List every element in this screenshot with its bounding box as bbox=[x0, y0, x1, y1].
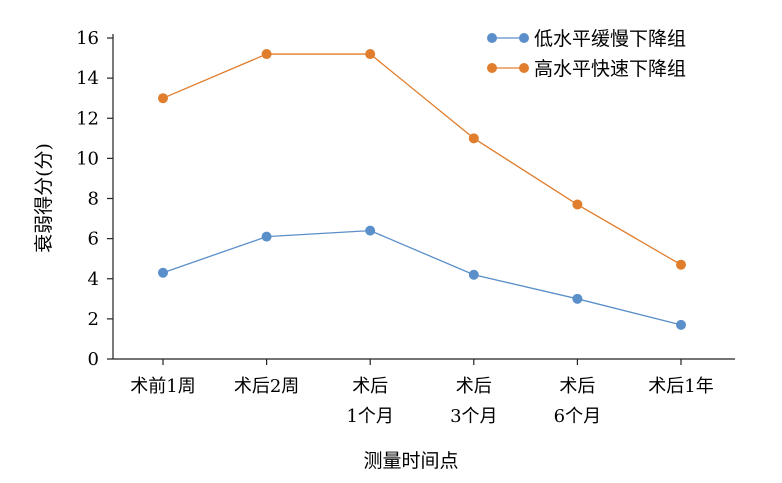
y-axis-title: 衰弱得分(分) bbox=[33, 143, 55, 253]
x-axis-title: 测量时间点 bbox=[363, 450, 458, 472]
x-tick-label: 1个月 bbox=[346, 406, 393, 427]
series-line bbox=[162, 229, 682, 326]
series-layer bbox=[158, 49, 686, 330]
data-point bbox=[468, 269, 479, 280]
y-tick-label: 14 bbox=[76, 68, 99, 89]
x-tick-label: 术后 bbox=[352, 376, 388, 397]
data-point bbox=[572, 199, 583, 210]
legend-item-2: 高水平快速下降组 bbox=[487, 58, 686, 80]
x-tick-label: 术后 bbox=[559, 376, 595, 397]
series-1 bbox=[158, 225, 686, 330]
data-point bbox=[261, 231, 272, 242]
legend-marker bbox=[487, 33, 497, 43]
data-point bbox=[676, 259, 686, 270]
x-tick-label: 术后 bbox=[456, 376, 492, 397]
legend-label: 高水平快速下降组 bbox=[534, 58, 686, 80]
x-tick-label: 6个月 bbox=[554, 406, 601, 427]
y-tick-label: 12 bbox=[76, 108, 99, 129]
x-tick-label: 术后1年 bbox=[648, 376, 713, 397]
legend-marker bbox=[487, 63, 497, 73]
data-point bbox=[365, 225, 376, 236]
data-point bbox=[676, 319, 686, 330]
y-axis-ticks: 0 2 4 6 8 10 12 14 16 bbox=[76, 28, 113, 370]
x-axis-ticks: 术前1周 术后2周 术后 1个月 术后 3个月 术后 6个月 术后1年 bbox=[130, 359, 714, 427]
legend-marker bbox=[519, 63, 529, 73]
x-tick-label: 术后2周 bbox=[234, 376, 299, 397]
y-tick-label: 2 bbox=[88, 309, 99, 330]
series-line bbox=[162, 53, 682, 266]
data-point bbox=[365, 49, 376, 60]
data-point bbox=[158, 93, 168, 104]
series-2 bbox=[158, 49, 686, 270]
y-tick-label: 10 bbox=[76, 148, 99, 169]
axes bbox=[112, 34, 735, 360]
data-point bbox=[468, 133, 479, 144]
y-tick-label: 16 bbox=[76, 28, 99, 49]
y-tick-label: 4 bbox=[88, 269, 99, 290]
legend-marker bbox=[519, 33, 529, 43]
legend-label: 低水平缓慢下降组 bbox=[534, 28, 686, 50]
x-tick-label: 3个月 bbox=[450, 406, 497, 427]
data-point bbox=[261, 49, 272, 60]
x-tick-label: 术前1周 bbox=[130, 376, 195, 397]
data-point bbox=[572, 293, 583, 304]
y-tick-label: 0 bbox=[88, 349, 99, 370]
y-tick-label: 6 bbox=[88, 229, 99, 250]
legend-item-1: 低水平缓慢下降组 bbox=[487, 28, 686, 50]
y-tick-label: 8 bbox=[88, 189, 99, 210]
data-point bbox=[158, 267, 168, 278]
